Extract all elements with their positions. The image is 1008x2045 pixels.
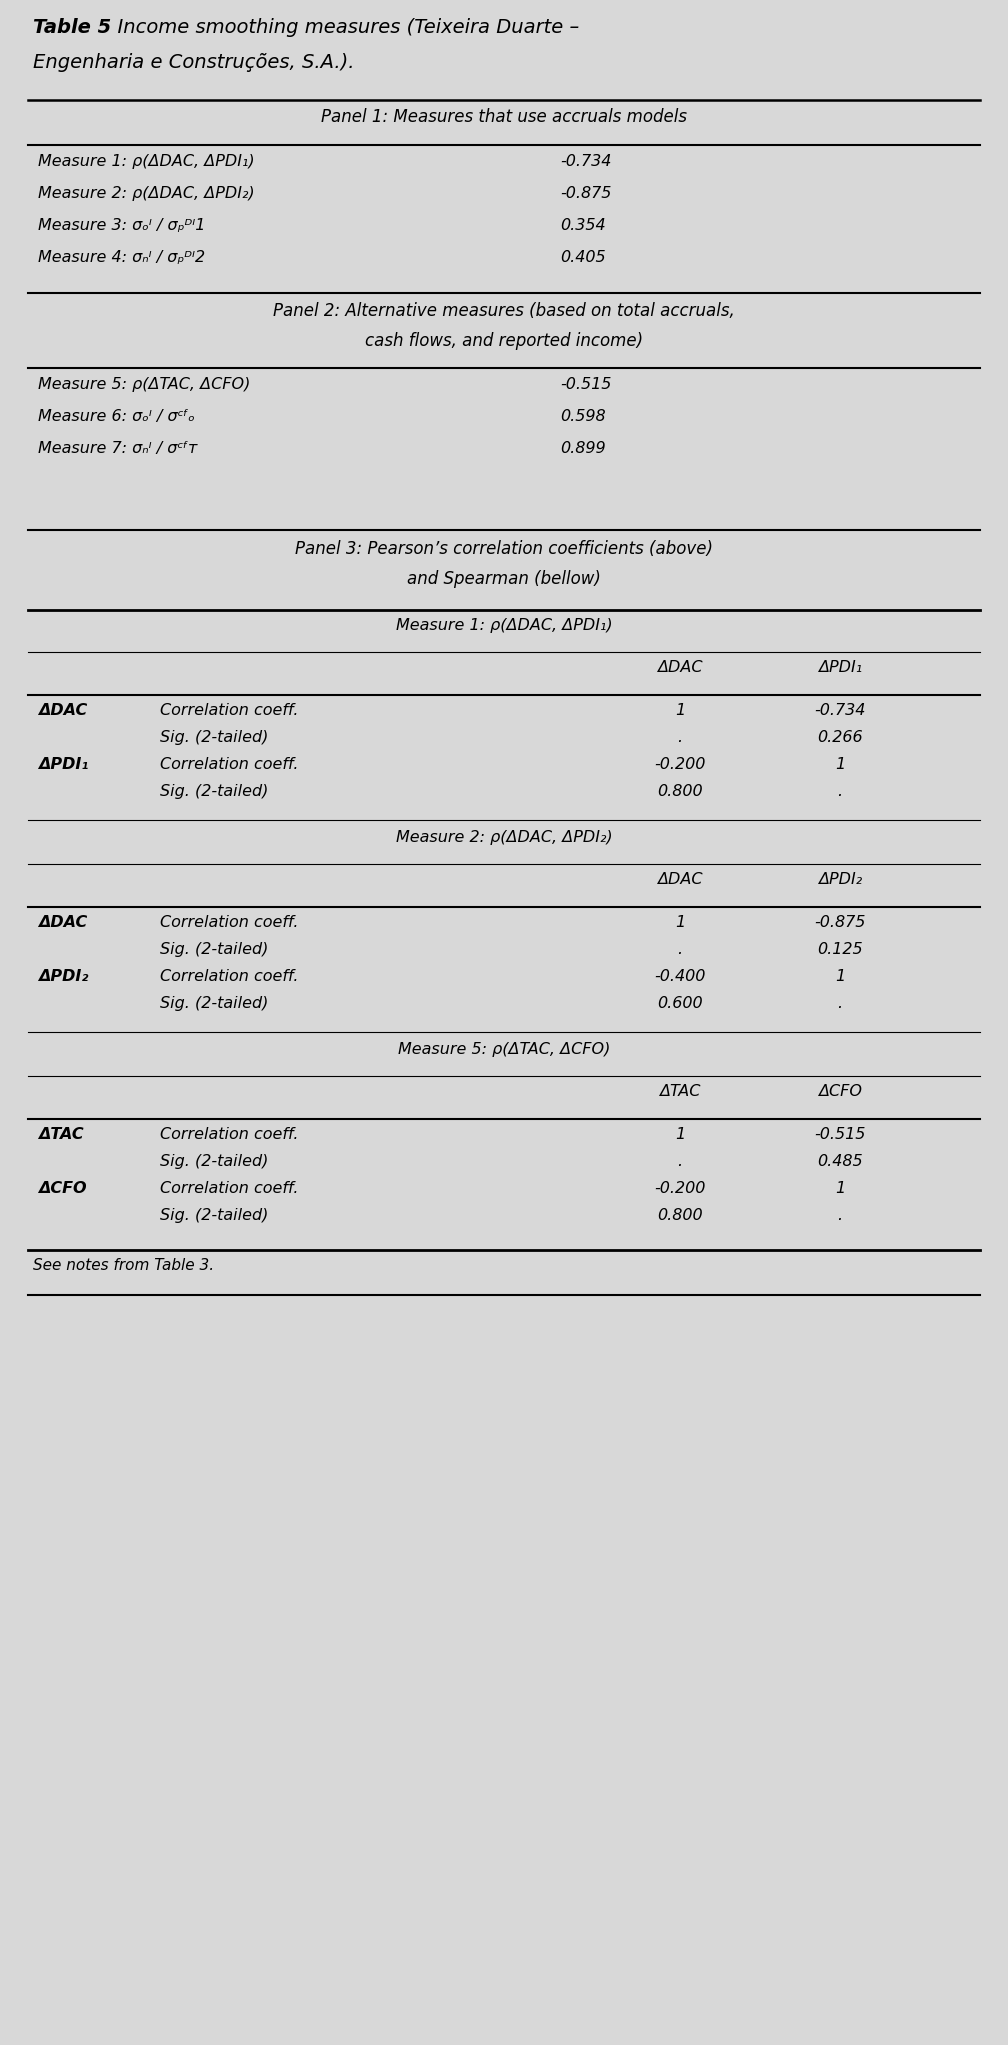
Text: 0.485: 0.485 <box>817 1153 863 1170</box>
Text: ΔDAC: ΔDAC <box>38 914 88 930</box>
Text: 0.598: 0.598 <box>560 409 606 423</box>
Text: 0.899: 0.899 <box>560 442 606 456</box>
Text: Measure 3: σₒᴵ / σₚᴰᴵ1: Measure 3: σₒᴵ / σₚᴰᴵ1 <box>38 219 206 233</box>
Text: and Spearman (bellow): and Spearman (bellow) <box>407 571 601 589</box>
Text: Measure 2: ρ(ΔDAC, ΔPDI₂): Measure 2: ρ(ΔDAC, ΔPDI₂) <box>38 186 255 200</box>
Text: -0.734: -0.734 <box>560 153 612 170</box>
Text: ΔPDI₁: ΔPDI₁ <box>38 757 89 773</box>
Text: ΔPDI₁: ΔPDI₁ <box>817 661 862 675</box>
Text: ΔDAC: ΔDAC <box>38 703 88 718</box>
Text: ΔCFO: ΔCFO <box>818 1084 862 1098</box>
Text: ΔTAC: ΔTAC <box>38 1127 84 1141</box>
Text: Panel 3: Pearson’s correlation coefficients (above): Panel 3: Pearson’s correlation coefficie… <box>295 540 713 558</box>
Text: Table 5: Table 5 <box>33 18 111 37</box>
Text: Measure 1: ρ(ΔDAC, ΔPDI₁): Measure 1: ρ(ΔDAC, ΔPDI₁) <box>396 618 612 634</box>
Text: Panel 2: Alternative measures (based on total accruals,: Panel 2: Alternative measures (based on … <box>273 303 735 319</box>
Text: ΔTAC: ΔTAC <box>659 1084 701 1098</box>
Text: 1: 1 <box>675 1127 685 1141</box>
Text: 0.405: 0.405 <box>560 249 606 266</box>
Text: -0.200: -0.200 <box>654 1182 706 1196</box>
Text: 1: 1 <box>835 969 845 984</box>
Text: -0.734: -0.734 <box>814 703 866 718</box>
Text: Income smoothing measures (Teixeira Duarte –: Income smoothing measures (Teixeira Duar… <box>105 18 580 37</box>
Text: 0.600: 0.600 <box>657 996 703 1010</box>
Text: .: . <box>677 943 682 957</box>
Text: Correlation coeff.: Correlation coeff. <box>160 1127 298 1141</box>
Text: Sig. (2-tailed): Sig. (2-tailed) <box>160 996 268 1010</box>
Text: -0.515: -0.515 <box>560 376 612 393</box>
Text: Sig. (2-tailed): Sig. (2-tailed) <box>160 1209 268 1223</box>
Text: Measure 6: σₒᴵ / σᶜᶠₒ: Measure 6: σₒᴵ / σᶜᶠₒ <box>38 409 195 423</box>
Text: -0.515: -0.515 <box>814 1127 866 1141</box>
Text: 0.266: 0.266 <box>817 730 863 744</box>
Text: 1: 1 <box>675 914 685 930</box>
Text: Sig. (2-tailed): Sig. (2-tailed) <box>160 783 268 800</box>
Text: Correlation coeff.: Correlation coeff. <box>160 1182 298 1196</box>
Text: ΔDAC: ΔDAC <box>657 661 703 675</box>
Text: Measure 7: σₙᴵ / σᶜᶠᴛ: Measure 7: σₙᴵ / σᶜᶠᴛ <box>38 442 198 456</box>
Text: Correlation coeff.: Correlation coeff. <box>160 703 298 718</box>
Text: -0.875: -0.875 <box>560 186 612 200</box>
Text: .: . <box>677 730 682 744</box>
Text: .: . <box>838 996 843 1010</box>
Text: Measure 5: ρ(ΔTAC, ΔCFO): Measure 5: ρ(ΔTAC, ΔCFO) <box>38 376 250 393</box>
Text: cash flows, and reported income): cash flows, and reported income) <box>365 331 643 350</box>
Text: ΔCFO: ΔCFO <box>38 1182 87 1196</box>
Text: .: . <box>677 1153 682 1170</box>
Text: Engenharia e Construções, S.A.).: Engenharia e Construções, S.A.). <box>33 53 355 72</box>
Text: 0.125: 0.125 <box>817 943 863 957</box>
Text: Measure 2: ρ(ΔDAC, ΔPDI₂): Measure 2: ρ(ΔDAC, ΔPDI₂) <box>396 830 612 845</box>
Text: 0.354: 0.354 <box>560 219 606 233</box>
Text: 0.800: 0.800 <box>657 1209 703 1223</box>
Text: Measure 4: σₙᴵ / σₚᴰᴵ2: Measure 4: σₙᴵ / σₚᴰᴵ2 <box>38 249 205 266</box>
Text: -0.200: -0.200 <box>654 757 706 773</box>
Text: Correlation coeff.: Correlation coeff. <box>160 914 298 930</box>
Text: Sig. (2-tailed): Sig. (2-tailed) <box>160 943 268 957</box>
Text: .: . <box>838 1209 843 1223</box>
Text: Measure 1: ρ(ΔDAC, ΔPDI₁): Measure 1: ρ(ΔDAC, ΔPDI₁) <box>38 153 255 170</box>
Text: 1: 1 <box>675 703 685 718</box>
Text: .: . <box>838 783 843 800</box>
Text: Sig. (2-tailed): Sig. (2-tailed) <box>160 730 268 744</box>
Text: ΔPDI₂: ΔPDI₂ <box>817 871 862 888</box>
Text: -0.400: -0.400 <box>654 969 706 984</box>
Text: Correlation coeff.: Correlation coeff. <box>160 969 298 984</box>
Text: ΔDAC: ΔDAC <box>657 871 703 888</box>
Text: ΔPDI₂: ΔPDI₂ <box>38 969 89 984</box>
Text: Measure 5: ρ(ΔTAC, ΔCFO): Measure 5: ρ(ΔTAC, ΔCFO) <box>398 1043 610 1057</box>
Text: See notes from Table 3.: See notes from Table 3. <box>33 1258 214 1272</box>
Text: 1: 1 <box>835 757 845 773</box>
Text: Panel 1: Measures that use accruals models: Panel 1: Measures that use accruals mode… <box>321 108 687 127</box>
Text: -0.875: -0.875 <box>814 914 866 930</box>
Text: 1: 1 <box>835 1182 845 1196</box>
Text: Sig. (2-tailed): Sig. (2-tailed) <box>160 1153 268 1170</box>
Text: 0.800: 0.800 <box>657 783 703 800</box>
Text: Correlation coeff.: Correlation coeff. <box>160 757 298 773</box>
